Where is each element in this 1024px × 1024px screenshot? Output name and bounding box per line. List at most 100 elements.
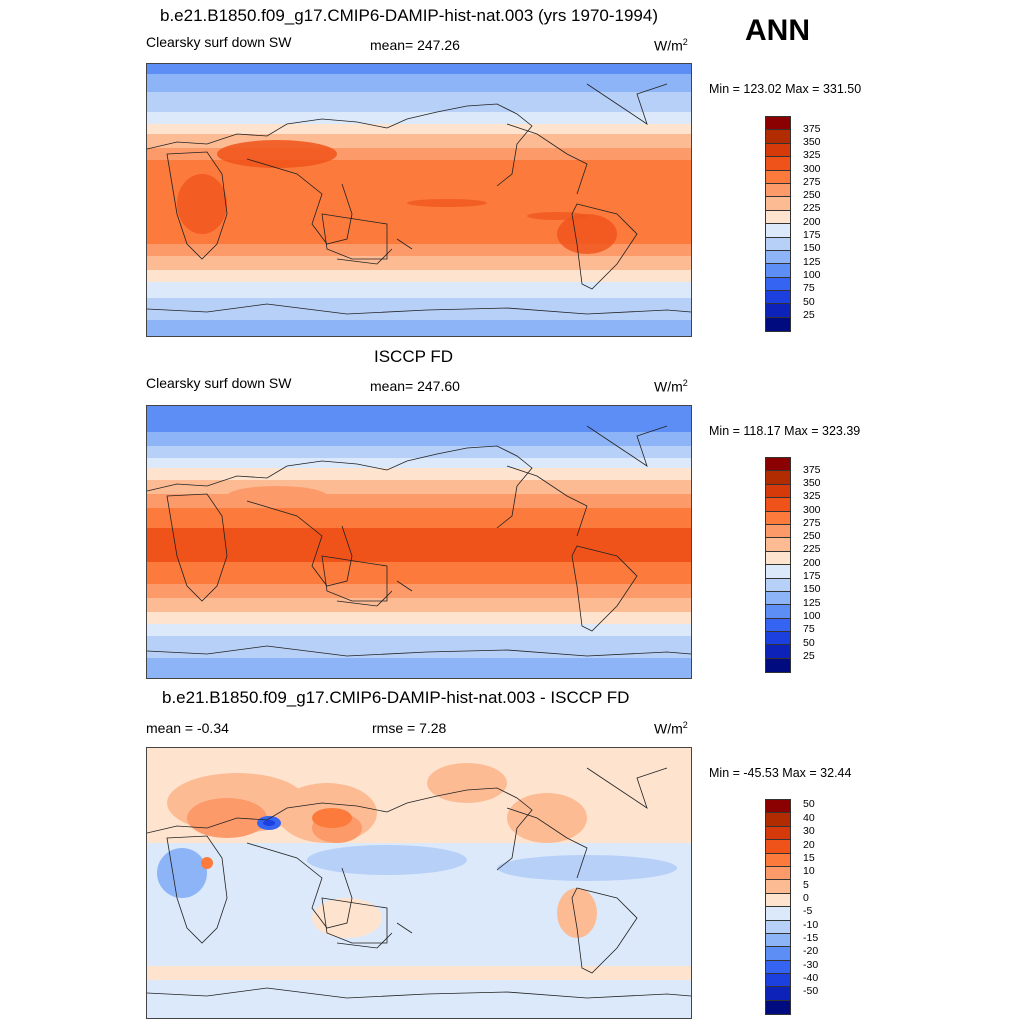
panel2-mean: mean= 247.60 bbox=[370, 378, 460, 394]
panel3-colorbar-label: 15 bbox=[803, 852, 815, 864]
panel2-colorbar bbox=[765, 457, 791, 674]
panel2-colorbar-swatch bbox=[766, 618, 790, 633]
panel1-colorbar-swatch bbox=[766, 250, 790, 265]
panel1-colorbar-swatch bbox=[766, 197, 790, 211]
panel1-colorbar-label: 350 bbox=[803, 136, 821, 148]
panel3-min-max: Min = -45.53 Max = 32.44 bbox=[709, 766, 852, 780]
panel2-colorbar-swatch bbox=[766, 551, 790, 566]
panel2-colorbar-label: 25 bbox=[803, 650, 815, 662]
panel2-colorbar-labels: 375 350 325 300 275 250 225 200 175 150 … bbox=[765, 457, 845, 671]
panel1-coastlines bbox=[147, 83, 691, 315]
panel1-mean: mean= 247.26 bbox=[370, 37, 460, 53]
season-label: ANN bbox=[745, 14, 810, 47]
panel1-colorbar-swatch bbox=[766, 183, 790, 198]
panel2-colorbar-swatch bbox=[766, 498, 790, 512]
panel2-variable-label: Clearsky surf down SW bbox=[146, 375, 292, 391]
panel2-colorbar-label: 125 bbox=[803, 597, 821, 609]
panel1-colorbar-swatch bbox=[766, 317, 790, 332]
panel2-colorbar-label: 350 bbox=[803, 477, 821, 489]
panel3-colorbar-swatch bbox=[766, 974, 790, 988]
panel1-colorbar-label: 275 bbox=[803, 176, 821, 188]
panel1-colorbar-swatch bbox=[766, 130, 790, 144]
panel2-colorbar-label: 200 bbox=[803, 557, 821, 569]
panel3-colorbar-label: -30 bbox=[803, 959, 819, 971]
panel3-colorbar-swatch bbox=[766, 947, 790, 961]
panel2-colorbar-swatch bbox=[766, 484, 790, 499]
panel3-title: b.e21.B1850.f09_g17.CMIP6-DAMIP-hist-nat… bbox=[162, 688, 630, 707]
panel3-colorbar-label: -40 bbox=[803, 972, 819, 984]
panel3-colorbar-swatch bbox=[766, 987, 790, 1001]
panel1-colorbar-swatch bbox=[766, 157, 790, 171]
panel2-colorbar-label: 75 bbox=[803, 623, 815, 635]
panel3-colorbar-swatch bbox=[766, 1000, 790, 1015]
panel1-colorbar-label: 75 bbox=[803, 282, 815, 294]
panel2-colorbar-swatch bbox=[766, 458, 790, 472]
panel3-colorbar-label: 40 bbox=[803, 812, 815, 824]
panel2-colorbar-swatch bbox=[766, 645, 790, 659]
panel3-colorbar-label: -5 bbox=[803, 905, 813, 917]
panel1-colorbar-label: 325 bbox=[803, 149, 821, 161]
panel1-units: W/m2 bbox=[654, 37, 688, 54]
panel3-colorbar-swatch bbox=[766, 840, 790, 854]
panel2-colorbar-swatch bbox=[766, 605, 790, 619]
panel1-colorbar-swatch bbox=[766, 291, 790, 305]
panel2-colorbar-label: 375 bbox=[803, 464, 821, 476]
panel1-variable-label: Clearsky surf down SW bbox=[146, 34, 292, 50]
panel1-colorbar-label: 175 bbox=[803, 229, 821, 241]
panel3-colorbar-label: 20 bbox=[803, 839, 815, 851]
panel2-colorbar-label: 50 bbox=[803, 637, 815, 649]
panel3-colorbar-swatch bbox=[766, 800, 790, 814]
panel3-coastlines bbox=[147, 767, 691, 999]
panel1-colorbar-label: 375 bbox=[803, 123, 821, 135]
panel2-map bbox=[146, 405, 692, 679]
panel3-colorbar-label: -50 bbox=[803, 985, 819, 997]
panel3-colorbar-swatch bbox=[766, 853, 790, 867]
panel3-colorbar-label: 10 bbox=[803, 865, 815, 877]
panel3-colorbar-label: 0 bbox=[803, 892, 809, 904]
panel2-title: ISCCP FD bbox=[374, 347, 454, 366]
panel3-map bbox=[146, 747, 692, 1019]
panel2-coastlines bbox=[147, 425, 691, 657]
panel3-rmse: rmse = 7.28 bbox=[372, 720, 447, 736]
panel3-colorbar-label: 50 bbox=[803, 798, 815, 810]
panel1-colorbar-swatch bbox=[766, 117, 790, 131]
panel3-colorbar-label: -15 bbox=[803, 932, 819, 944]
panel3-colorbar-swatch bbox=[766, 813, 790, 827]
panel1-map bbox=[146, 63, 692, 337]
panel3-colorbar bbox=[765, 799, 791, 1016]
panel3-colorbar-swatch bbox=[766, 826, 790, 841]
panel3-colorbar-swatch bbox=[766, 933, 790, 948]
panel2-colorbar-swatch bbox=[766, 658, 790, 673]
panel1-colorbar-swatch bbox=[766, 210, 790, 225]
panel2-colorbar-label: 150 bbox=[803, 583, 821, 595]
panel1-min-max: Min = 123.02 Max = 331.50 bbox=[709, 82, 862, 96]
panel2-colorbar-swatch bbox=[766, 632, 790, 646]
panel2-colorbar-swatch bbox=[766, 565, 790, 579]
panel2-colorbar-swatch bbox=[766, 524, 790, 539]
panel3-colorbar-swatch bbox=[766, 960, 790, 975]
panel1-colorbar-swatch bbox=[766, 224, 790, 238]
panel3-colorbar-swatch bbox=[766, 893, 790, 908]
panel2-colorbar-swatch bbox=[766, 538, 790, 552]
panel3-units: W/m2 bbox=[654, 720, 688, 737]
panel2-colorbar-label: 175 bbox=[803, 570, 821, 582]
panel1-colorbar-label: 100 bbox=[803, 269, 821, 281]
panel3-colorbar-label: 5 bbox=[803, 879, 809, 891]
panel1-colorbar-swatch bbox=[766, 143, 790, 158]
panel3-colorbar-swatch bbox=[766, 866, 790, 881]
panel1-colorbar-label: 250 bbox=[803, 189, 821, 201]
panel3-colorbar-swatch bbox=[766, 907, 790, 921]
panel3-colorbar-label: 30 bbox=[803, 825, 815, 837]
panel1-colorbar-swatch bbox=[766, 264, 790, 278]
panel1-colorbar-swatch bbox=[766, 170, 790, 184]
panel2-colorbar-label: 100 bbox=[803, 610, 821, 622]
panel2-colorbar-label: 325 bbox=[803, 490, 821, 502]
panel2-colorbar-swatch bbox=[766, 591, 790, 606]
panel2-min-max: Min = 118.17 Max = 323.39 bbox=[709, 424, 861, 438]
panel3-mean: mean = -0.34 bbox=[146, 720, 229, 736]
panel1-colorbar-swatch bbox=[766, 237, 790, 251]
panel1-colorbar bbox=[765, 116, 791, 333]
panel2-colorbar-swatch bbox=[766, 511, 790, 525]
panel2-colorbar-label: 225 bbox=[803, 543, 821, 555]
panel1-colorbar-label: 150 bbox=[803, 242, 821, 254]
